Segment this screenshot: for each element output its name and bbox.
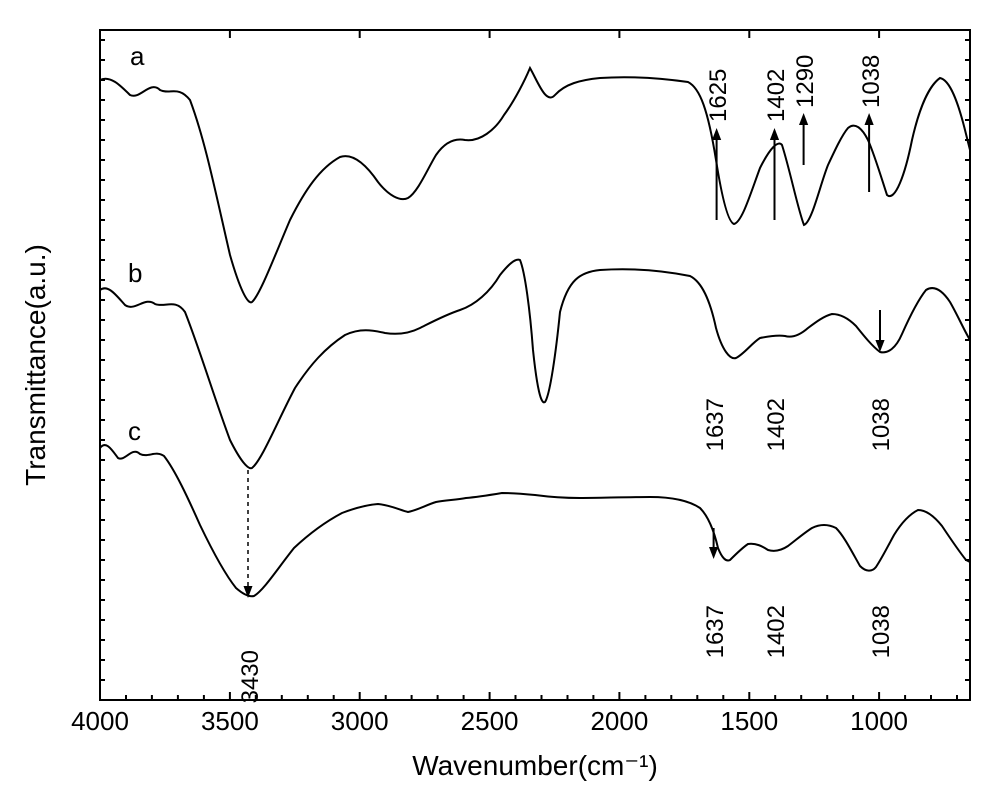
svg-text:2000: 2000: [590, 706, 648, 736]
peak-a-1625: 1625: [705, 69, 732, 220]
svg-text:1637: 1637: [702, 398, 729, 451]
svg-text:1038: 1038: [868, 398, 895, 451]
svg-text:1000: 1000: [850, 706, 908, 736]
svg-text:2500: 2500: [461, 706, 519, 736]
svg-text:1402: 1402: [763, 398, 790, 451]
peak-b-1402: 1402: [763, 398, 790, 451]
svg-text:3500: 3500: [201, 706, 259, 736]
peak-b-1637: 1637: [702, 398, 729, 451]
peak-3430: 3430: [237, 470, 264, 703]
svg-text:3000: 3000: [331, 706, 389, 736]
peak-b-1038: 1038: [868, 310, 895, 451]
peak-a-1038: 1038: [858, 55, 885, 192]
curve-b-label: b: [128, 258, 142, 288]
x-tick-labels: 4000 3500 3000 2500 2000 1500 1000: [71, 706, 908, 736]
svg-text:1402: 1402: [763, 605, 790, 658]
curve-c: [100, 445, 970, 596]
svg-text:1402: 1402: [763, 69, 790, 122]
svg-text:3430: 3430: [237, 650, 264, 703]
svg-text:1637: 1637: [702, 605, 729, 658]
peak-c-1402: 1402: [763, 605, 790, 658]
curve-a: [100, 68, 970, 302]
curve-c-label: c: [128, 416, 141, 446]
svg-text:1038: 1038: [858, 55, 885, 108]
y-axis-label: Transmittance(a.u.): [20, 244, 51, 486]
curve-b: [100, 260, 970, 469]
peak-c-1637: 1637: [702, 528, 729, 658]
curve-a-label: a: [130, 41, 145, 71]
svg-text:4000: 4000: [71, 706, 129, 736]
svg-text:1290: 1290: [792, 55, 819, 108]
svg-text:1625: 1625: [705, 69, 732, 122]
x-axis-ticks: [100, 30, 957, 700]
svg-text:1500: 1500: [720, 706, 778, 736]
x-axis-label: Wavenumber(cm⁻¹): [412, 750, 658, 781]
peak-a-1290: 1290: [792, 55, 819, 165]
ftir-chart: 4000 3500 3000 2500 2000 1500 1000 Waven…: [0, 0, 1000, 795]
peak-c-1038: 1038: [868, 605, 895, 658]
svg-text:1038: 1038: [868, 605, 895, 658]
